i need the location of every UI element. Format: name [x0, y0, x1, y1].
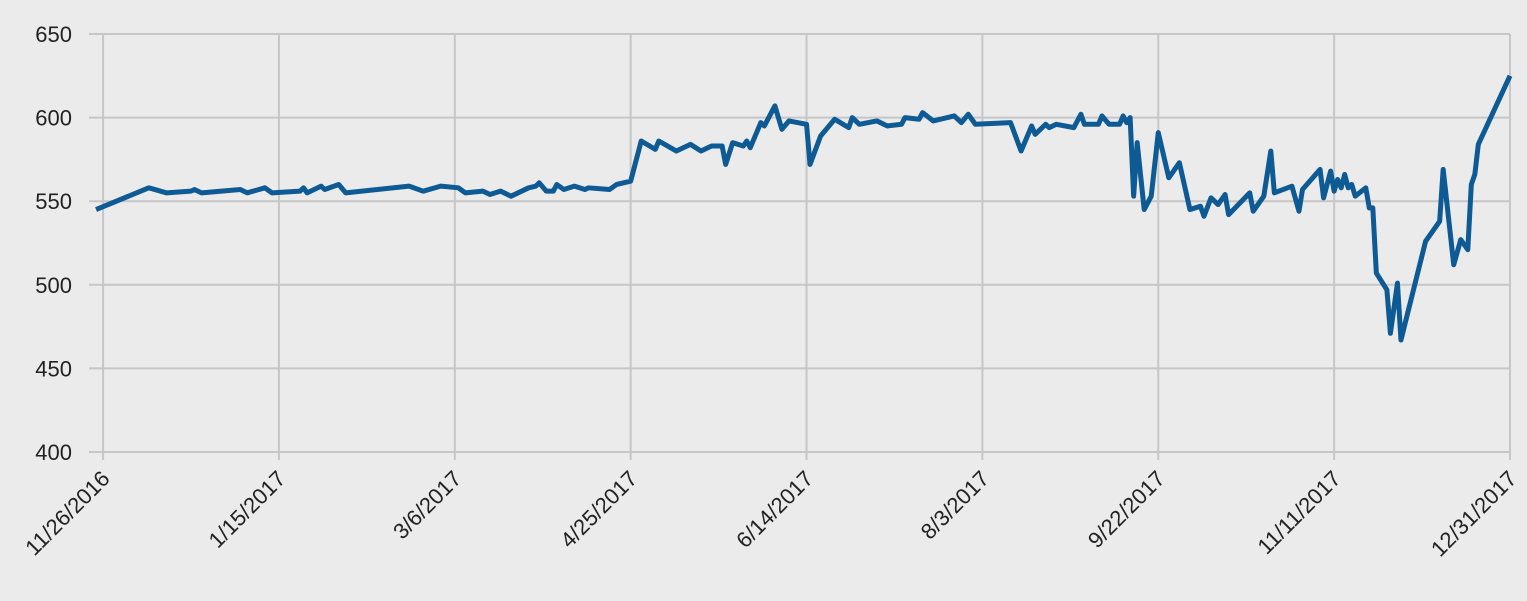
- y-tick-label: 450: [35, 356, 72, 381]
- x-tick-label: 4/25/2017: [555, 466, 642, 553]
- x-tick-label: 8/3/2017: [916, 466, 994, 544]
- y-tick-label: 650: [35, 22, 72, 47]
- x-tick-label: 11/11/2017: [1252, 466, 1345, 559]
- x-tick-label: 1/15/2017: [204, 466, 291, 553]
- y-tick-label: 550: [35, 189, 72, 214]
- x-tick-label: 3/6/2017: [388, 466, 466, 544]
- x-tick-label: 6/14/2017: [731, 466, 818, 553]
- x-tick-label: 12/31/2017: [1426, 466, 1522, 562]
- y-tick-label: 600: [35, 106, 72, 131]
- data-line: [95, 74, 1513, 343]
- y-tick-label: 500: [35, 273, 72, 298]
- x-tick-label: 9/22/2017: [1083, 466, 1170, 553]
- y-tick-label: 400: [35, 440, 72, 465]
- x-tick-label: 11/26/2016: [20, 466, 114, 560]
